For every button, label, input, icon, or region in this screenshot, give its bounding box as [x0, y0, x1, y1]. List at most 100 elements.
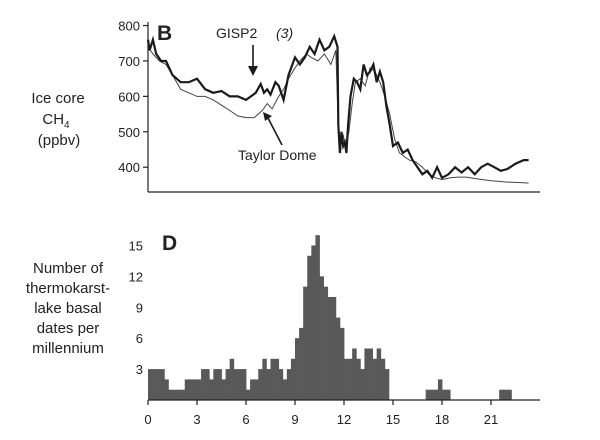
panel-b-ytick-label: 800 — [118, 19, 140, 34]
histogram-bar — [262, 358, 267, 400]
histogram-bar — [368, 348, 373, 400]
panel-d-ylabel-line2: thermokarst- — [26, 280, 110, 297]
panel-d-xtick-label: 21 — [484, 412, 498, 427]
histogram-bar — [437, 379, 443, 400]
histogram-bar — [164, 379, 169, 400]
panel-b-ytick-label: 400 — [118, 160, 140, 175]
gisp2-series-line — [146, 33, 529, 180]
panel-d-ytick-label: 6 — [136, 331, 143, 346]
histogram-bar — [376, 348, 382, 400]
histogram-bar — [172, 389, 177, 400]
panel-d-ytick-label: 15 — [129, 238, 143, 253]
panel-d-ylabel-line5: millennium — [32, 340, 104, 357]
histogram-bar — [250, 379, 255, 400]
histogram-bar — [433, 389, 439, 400]
histogram-bar — [258, 369, 263, 400]
histogram-bar — [446, 389, 451, 400]
panel-d-xticks: 0 3 6 9 12 15 18 21 — [144, 400, 498, 427]
histogram-bar — [299, 327, 304, 400]
histogram-bar — [233, 369, 239, 400]
histogram-bar — [327, 296, 333, 400]
panel-d-ytick-label: 12 — [129, 269, 143, 284]
histogram-bar — [217, 369, 222, 400]
histogram-bar — [184, 379, 190, 400]
histogram-bar — [331, 296, 337, 400]
taylor-dome-series-line — [147, 46, 529, 184]
histogram-bar — [197, 379, 202, 400]
histogram-bar — [364, 348, 369, 400]
histogram-bar — [188, 379, 194, 400]
histogram-bar — [282, 379, 288, 400]
panel-d-ytick-label: 9 — [136, 300, 143, 315]
histogram-bar — [425, 389, 431, 400]
panel-b-ylabel-line1: Ice core — [31, 90, 84, 107]
panel-d-yticks: 3 6 9 12 15 — [129, 238, 143, 377]
histogram-bar — [180, 389, 186, 400]
taylor-dome-label: Taylor Dome — [238, 147, 317, 163]
histogram-bar — [148, 369, 153, 400]
histogram-bar — [286, 369, 292, 400]
panel-d-bars — [148, 235, 512, 400]
histogram-bar — [303, 286, 308, 400]
histogram-bar — [503, 389, 508, 400]
histogram-bar — [507, 389, 512, 400]
histogram-bar — [237, 369, 243, 400]
histogram-bar — [201, 369, 206, 400]
panel-b-ylabel-ch: CH — [42, 111, 64, 128]
histogram-bar — [176, 389, 182, 400]
panel-d-xtick-label: 12 — [337, 412, 351, 427]
panel-d-ytick-label: 3 — [136, 362, 143, 377]
histogram-bar — [213, 369, 218, 400]
histogram-bar — [241, 369, 247, 400]
histogram-bar — [205, 369, 210, 400]
histogram-bar — [429, 389, 435, 400]
histogram-bar — [335, 317, 341, 400]
histogram-bar — [384, 369, 390, 400]
reference-3-label: (3) — [276, 25, 293, 41]
panel-b-ylabel-subscript: 4 — [64, 120, 70, 131]
panel-d-xtick-label: 3 — [193, 412, 200, 427]
histogram-bar — [380, 358, 386, 400]
taylor-dome-arrow-line — [267, 117, 283, 146]
histogram-bar — [311, 245, 316, 400]
histogram-bar — [352, 348, 357, 400]
histogram-bar — [192, 379, 198, 400]
histogram-bar — [225, 369, 231, 400]
panel-d-xtick-label: 15 — [386, 412, 400, 427]
histogram-bar — [344, 358, 349, 400]
panel-b-line-chart: B Ice core CH4 (ppbv) 400 500 600 700 800 GI… — [31, 19, 540, 193]
histogram-bar — [307, 255, 312, 400]
histogram-bar — [156, 369, 161, 400]
histogram-bar — [295, 338, 300, 400]
histogram-bar — [246, 389, 251, 400]
panel-b-ytick-label: 700 — [118, 54, 140, 69]
gisp2-arrow-head — [248, 66, 258, 76]
histogram-bar — [278, 369, 284, 400]
histogram-bar — [221, 379, 226, 400]
histogram-bar — [319, 276, 324, 400]
histogram-bar — [360, 369, 365, 400]
panel-b-ylabel-line2: CH4 — [42, 111, 70, 131]
panel-d-xtick-label: 0 — [144, 412, 151, 427]
histogram-bar — [254, 379, 259, 400]
panel-b-ytick-label: 500 — [118, 125, 140, 140]
panel-d-bar-chart: D Number of thermokarst- lake basal date… — [26, 232, 540, 427]
panel-b-ytick-label: 600 — [118, 89, 140, 104]
gisp2-label: GISP2 — [216, 25, 257, 41]
taylor-dome-arrow-head — [263, 112, 272, 121]
histogram-bar — [152, 369, 157, 400]
panel-d-ylabel-line4: dates per — [37, 320, 100, 337]
histogram-bar — [160, 369, 165, 400]
histogram-bar — [323, 286, 329, 400]
histogram-bar — [442, 389, 447, 400]
histogram-bar — [499, 389, 504, 400]
panel-b-ylabel-line3: (ppbv) — [38, 132, 81, 149]
panel-b-yticks: 400 500 600 700 800 — [118, 19, 148, 175]
histogram-bar — [339, 327, 345, 400]
histogram-bar — [356, 358, 361, 400]
histogram-bar — [274, 358, 280, 400]
panel-d-ylabel-line1: Number of — [33, 260, 104, 277]
histogram-bar — [229, 358, 235, 400]
histogram-bar — [315, 235, 320, 400]
